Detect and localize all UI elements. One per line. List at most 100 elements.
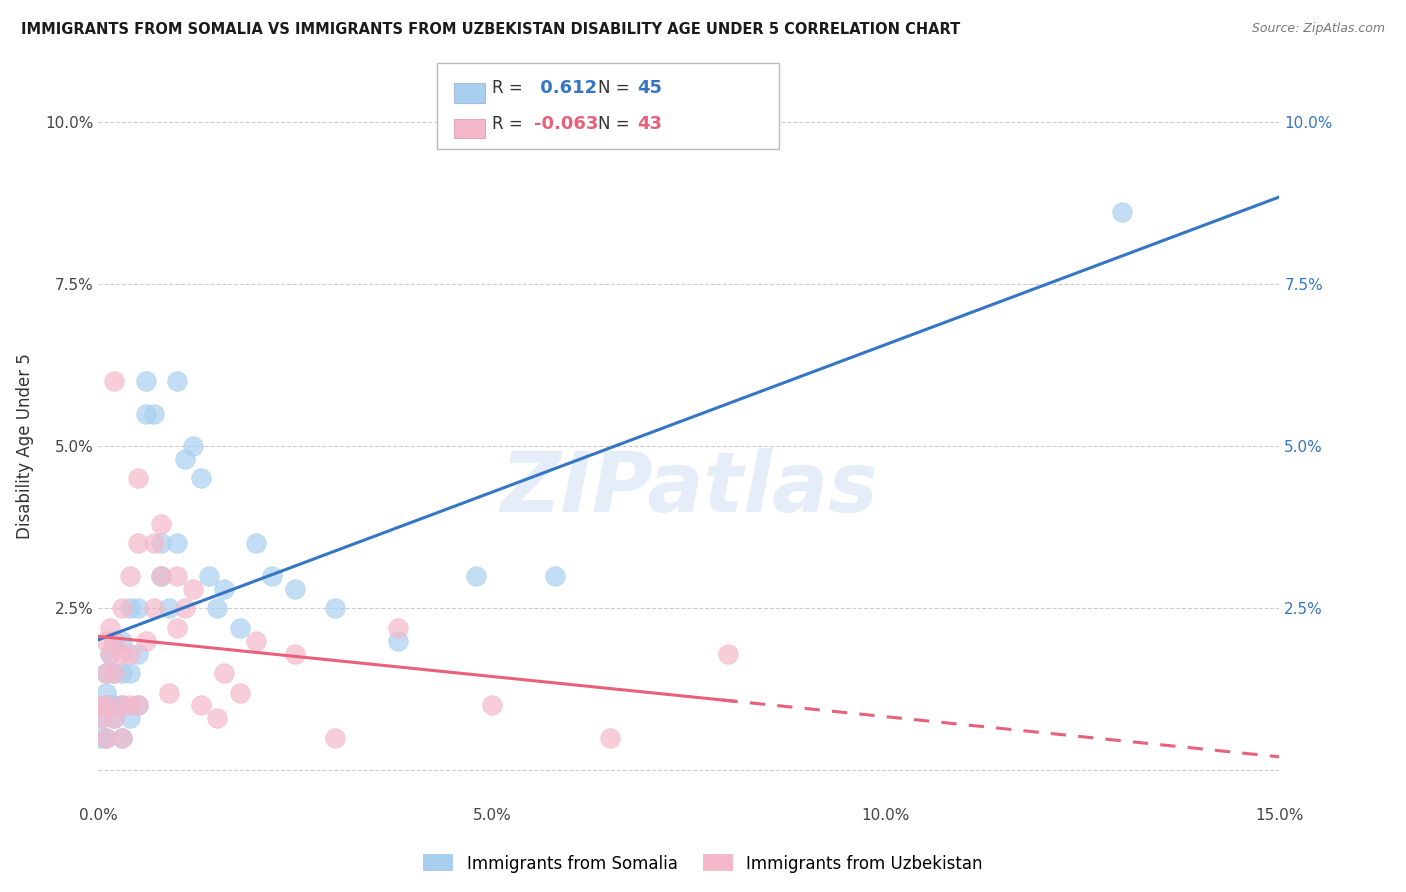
Point <box>91 711 114 725</box>
Point <box>103 633 125 648</box>
Point <box>127 601 149 615</box>
Point <box>96 731 118 745</box>
Point <box>118 568 141 582</box>
Point <box>481 698 503 713</box>
Point <box>544 568 567 582</box>
Point <box>96 633 118 648</box>
Point <box>103 698 125 713</box>
Point <box>96 685 118 699</box>
Point <box>214 582 236 596</box>
Point <box>245 633 267 648</box>
Point <box>103 711 125 725</box>
Point <box>157 685 180 699</box>
Text: N =: N = <box>598 115 634 133</box>
Point <box>127 698 149 713</box>
Point <box>111 647 134 661</box>
Point <box>284 647 307 661</box>
Point <box>174 601 197 615</box>
Text: -0.063: -0.063 <box>534 115 599 133</box>
Point <box>150 568 173 582</box>
Point <box>103 633 125 648</box>
Text: R =: R = <box>492 79 529 97</box>
Point <box>166 374 188 388</box>
Point <box>387 621 409 635</box>
Point <box>118 711 141 725</box>
Point <box>190 698 212 713</box>
Point <box>96 666 118 681</box>
Text: 43: 43 <box>637 115 662 133</box>
Point <box>98 621 121 635</box>
Point <box>150 516 173 531</box>
Text: 0.612: 0.612 <box>534 79 598 97</box>
Point <box>111 633 134 648</box>
Text: N =: N = <box>598 79 634 97</box>
Point <box>323 731 346 745</box>
Point <box>103 711 125 725</box>
Point <box>245 536 267 550</box>
Point <box>387 633 409 648</box>
Point <box>98 698 121 713</box>
Y-axis label: Disability Age Under 5: Disability Age Under 5 <box>15 353 34 539</box>
Point <box>166 621 188 635</box>
Point <box>111 731 134 745</box>
Point <box>197 568 219 582</box>
Text: 45: 45 <box>637 79 662 97</box>
Point <box>111 698 134 713</box>
Point <box>90 711 112 725</box>
Point <box>1111 205 1133 219</box>
Point <box>142 407 165 421</box>
Point <box>111 666 134 681</box>
Point <box>465 568 488 582</box>
Point <box>118 647 141 661</box>
Point <box>205 601 228 615</box>
Text: IMMIGRANTS FROM SOMALIA VS IMMIGRANTS FROM UZBEKISTAN DISABILITY AGE UNDER 5 COR: IMMIGRANTS FROM SOMALIA VS IMMIGRANTS FR… <box>21 22 960 37</box>
Point <box>142 536 165 550</box>
Point <box>229 621 252 635</box>
Point <box>98 647 121 661</box>
Point <box>90 731 112 745</box>
Point <box>118 698 141 713</box>
Point <box>284 582 307 596</box>
Point <box>118 666 141 681</box>
Point <box>150 536 173 550</box>
Text: Source: ZipAtlas.com: Source: ZipAtlas.com <box>1251 22 1385 36</box>
Point <box>91 698 114 713</box>
Point <box>166 536 188 550</box>
Point <box>135 407 157 421</box>
Point <box>166 568 188 582</box>
Point <box>599 731 621 745</box>
Point <box>181 439 204 453</box>
Point <box>323 601 346 615</box>
Point <box>174 452 197 467</box>
Point <box>111 601 134 615</box>
Legend: Immigrants from Somalia, Immigrants from Uzbekistan: Immigrants from Somalia, Immigrants from… <box>416 847 990 880</box>
Point <box>127 471 149 485</box>
Point <box>118 601 141 615</box>
Point <box>181 582 204 596</box>
Point <box>190 471 212 485</box>
Point <box>717 647 740 661</box>
Point <box>135 633 157 648</box>
Point <box>103 374 125 388</box>
Point <box>111 731 134 745</box>
Point <box>127 536 149 550</box>
Point <box>150 568 173 582</box>
Point <box>229 685 252 699</box>
Point <box>98 647 121 661</box>
Point <box>93 698 115 713</box>
Point <box>205 711 228 725</box>
Point <box>157 601 180 615</box>
Point <box>96 698 118 713</box>
Point <box>96 666 118 681</box>
Point <box>260 568 283 582</box>
Point <box>135 374 157 388</box>
Point <box>127 647 149 661</box>
Point <box>103 666 125 681</box>
Point <box>127 698 149 713</box>
Point <box>111 698 134 713</box>
Text: R =: R = <box>492 115 529 133</box>
Text: ZIPatlas: ZIPatlas <box>501 449 877 529</box>
Point <box>96 731 118 745</box>
Point <box>142 601 165 615</box>
Point <box>103 666 125 681</box>
